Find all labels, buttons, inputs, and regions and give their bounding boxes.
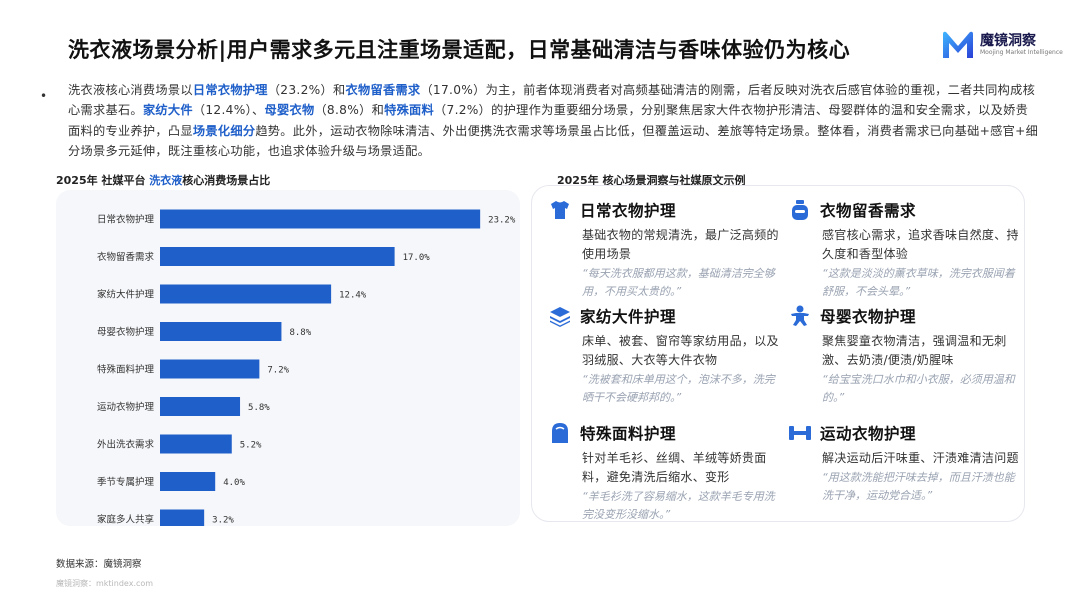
value-label: 3.2% (212, 516, 234, 526)
intro-text: （7.2%）的护理作为重要细分场景，分别聚焦居家大件衣物护形清洁、母婴群体的温和… (68, 103, 1029, 138)
data-source: 数据来源：魔镜洞察 (56, 559, 142, 570)
logo-m-icon (943, 31, 973, 58)
category-label: 日常衣物护理 (97, 214, 155, 226)
insight-card: 日常衣物护理 基础衣物的常规清洗，最广泛高频的使用场景 “每天洗衣服都用这款，基… (548, 197, 784, 301)
category-label: 季节专属护理 (97, 476, 155, 488)
category-label: 特殊面料护理 (97, 364, 155, 376)
card-desc: 解决运动后汗味重、汗渍难清洁问题 (822, 451, 1019, 465)
category-label: 衣物留香需求 (97, 251, 155, 263)
chart-title-prefix: 2025年 社媒平台 (56, 174, 150, 187)
insight-card: 衣物留香需求 感官核心需求，追求香味自然度、持久度和香型体验 “这款是淡淡的薰衣… (788, 197, 1024, 301)
card-desc: 针对羊毛衫、丝绸、羊绒等娇贵面料，避免清洗后缩水、变形 (582, 451, 767, 484)
value-label: 23.2% (488, 216, 516, 226)
shirt-icon (551, 201, 569, 219)
insight-card: 特殊面料护理 针对羊毛衫、丝绸、羊绒等娇贵面料，避免清洗后缩水、变形 “羊毛衫洗… (548, 420, 784, 524)
bar-chart: 日常衣物护理 23.2% 衣物留香需求 17.0% 家纺大件护理 12.4% 母婴衣物护理 8… (97, 209, 516, 526)
bar (160, 209, 481, 229)
card-quote: “这款是淡淡的薰衣草味，洗完衣服闻着舒服，不会头晕。” (822, 267, 1015, 298)
card-desc: 聚焦婴童衣物清洁，强调温和无刺激、去奶渍/便渍/奶腥味 (822, 334, 1007, 367)
value-label: 5.8% (248, 403, 270, 413)
bar (160, 397, 241, 416)
chart-title: 2025年 社媒平台 洗衣液核心消费场景占比 (56, 172, 270, 188)
card-name: 家纺大件护理 (580, 308, 677, 326)
value-label: 7.2% (267, 366, 289, 376)
value-label: 4.0% (223, 478, 245, 488)
card-quote: “每天洗衣服都用这款，基础清洁完全够用，不用买太贵的。” (582, 267, 775, 298)
chart-title-highlight: 洗衣液 (149, 174, 183, 187)
card-name: 特殊面料护理 (580, 425, 677, 443)
intro-text: （12.4%）、 (192, 103, 265, 118)
intro-text: 洗衣液核心消费场景以 (68, 83, 193, 97)
bar (160, 322, 282, 341)
bar (160, 434, 232, 454)
category-label: 运动衣物护理 (97, 401, 155, 413)
intro-highlight: 衣物留香需求 (345, 83, 421, 97)
fragrance-icon (792, 200, 808, 220)
intro-paragraph: 洗衣液核心消费场景以日常衣物护理（23.2%）和衣物留香需求（17.0%）为主，… (68, 80, 1040, 162)
fabric-icon (552, 423, 568, 443)
intro-highlight: 母婴衣物 (264, 103, 315, 118)
intro-text: （8.8%）和 (314, 103, 385, 118)
stack-icon (550, 307, 570, 327)
intro-highlight: 场景化细分 (192, 123, 256, 138)
page-title: 洗衣液场景分析|用户需求多元且注重场景适配，日常基础清洁与香味体验仍为核心 (68, 38, 851, 62)
card-name: 运动衣物护理 (820, 425, 917, 443)
chart-title-suffix: 核心消费场景占比 (182, 174, 271, 187)
card-desc: 床单、被套、窗帘等家纺用品，以及羽绒服、大衣等大件衣物 (582, 334, 779, 367)
category-label: 外出洗衣需求 (97, 439, 155, 451)
card-quote: “羊毛衫洗了容易缩水，这款羊毛专用洗完没变形没缩水。” (582, 490, 775, 521)
watermark: 魔镜洞察：mktindex.com (56, 579, 154, 588)
intro-highlight: 特殊面料 (384, 103, 435, 118)
intro-highlight: 家纺大件 (142, 103, 193, 118)
chart-panel (56, 190, 520, 526)
category-label: 家纺大件护理 (97, 289, 155, 301)
intro-highlight: 日常衣物护理 (192, 83, 268, 97)
value-label: 17.0% (403, 253, 431, 263)
insight-card: 家纺大件护理 床单、被套、窗帘等家纺用品，以及羽绒服、大衣等大件衣物 “洗被套和… (548, 303, 784, 407)
baby-icon (791, 305, 809, 326)
bar (160, 472, 216, 491)
value-label: 12.4% (339, 291, 367, 301)
card-desc: 感官核心需求，追求香味自然度、持久度和香型体验 (822, 228, 1019, 261)
card-quote: “洗被套和床单用这个，泡沫不多，洗完晒干不会硬邦邦的。” (582, 373, 775, 404)
card-name: 衣物留香需求 (820, 202, 917, 220)
value-label: 5.2% (240, 441, 262, 451)
bullet-dot: • (40, 89, 48, 103)
logo-name: 魔镜洞察 (980, 33, 1036, 49)
card-desc: 基础衣物的常规清洗，最广泛高频的使用场景 (582, 228, 779, 261)
cards-title: 2025年 核心场景洞察与社媒原文示例 (557, 174, 746, 187)
category-label: 家庭多人共享 (97, 514, 154, 526)
intro-text: （23.2%）和 (267, 83, 346, 97)
value-label: 8.8% (289, 328, 311, 338)
bar (160, 509, 205, 526)
insight-panel (531, 185, 1025, 522)
card-name: 日常衣物护理 (580, 202, 677, 220)
bar (160, 284, 332, 304)
card-name: 母婴衣物护理 (820, 308, 917, 326)
brand-logo: 魔镜洞察 Moojing Market Intelligence (940, 30, 1063, 60)
intro-text: （17.0%）为主，前者体现消费者对高频基础清洁的刚需，后者反映对洗衣后感官体验… (68, 83, 1036, 118)
category-label: 母婴衣物护理 (97, 326, 155, 338)
bar (160, 359, 260, 379)
dumbbell-icon (789, 426, 811, 440)
bar (160, 247, 395, 266)
insight-card: 母婴衣物护理 聚焦婴童衣物清洁，强调温和无刺激、去奶渍/便渍/奶腥味 “给宝宝洗… (788, 303, 1024, 407)
insight-card: 运动衣物护理 解决运动后汗味重、汗渍难清洁问题 “用这款洗能把汗味去掉，而且汗渍… (788, 420, 1024, 505)
intro-text: 趋势。此外，运动衣物除味清洁、外出便携洗衣需求等场景虽占比低，但覆盖运动、差旅等… (68, 123, 1039, 159)
card-quote: “给宝宝洗口水巾和小衣服，必须用温和的。” (822, 373, 1015, 404)
logo-tagline: Moojing Market Intelligence (980, 49, 1063, 56)
card-quote: “用这款洗能把汗味去掉，而且汗渍也能洗干净，运动党合适。” (822, 471, 1015, 502)
